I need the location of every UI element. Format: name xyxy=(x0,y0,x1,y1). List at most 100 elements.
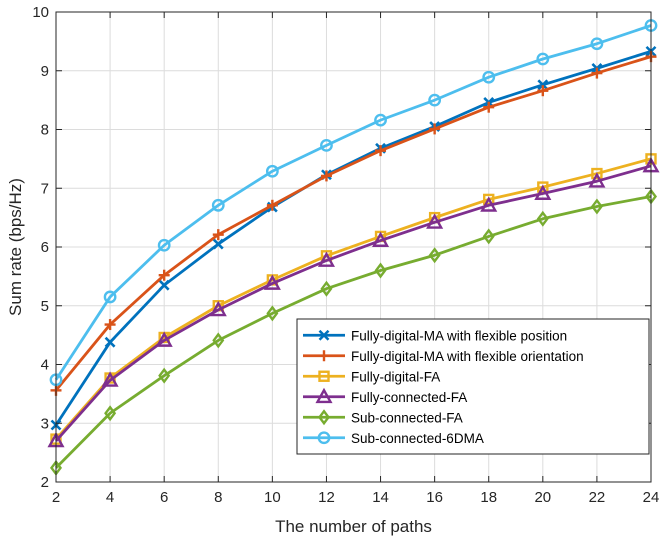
legend-item: Fully-digital-MA with flexible orientati… xyxy=(303,349,584,364)
y-tick-label: 9 xyxy=(41,63,49,80)
marker-stroke xyxy=(158,279,170,291)
x-tick-label: 18 xyxy=(480,489,497,506)
legend-box xyxy=(296,318,650,455)
legend-item: Fully-digital-MA with flexible position xyxy=(303,328,567,343)
y-tick-label: 10 xyxy=(32,4,49,21)
data-point xyxy=(104,405,117,422)
legend-label: Fully-digital-MA with flexible position xyxy=(351,328,567,343)
data-point xyxy=(103,290,117,304)
axes xyxy=(55,11,652,483)
data-point xyxy=(372,231,390,247)
data-point xyxy=(155,331,173,347)
x-tick-label: 16 xyxy=(426,489,443,506)
data-point xyxy=(320,138,333,152)
legend-item: Sub-connected-FA xyxy=(303,409,463,426)
data-point xyxy=(374,113,387,127)
legend-item: Sub-connected-6DMA xyxy=(303,431,484,446)
data-point xyxy=(212,229,224,241)
x-axis-label: The number of paths xyxy=(275,517,432,536)
marker-stroke xyxy=(212,238,224,250)
data-point xyxy=(158,269,170,281)
data-point xyxy=(537,85,549,97)
x-tick-label: 20 xyxy=(534,489,551,506)
y-tick-label: 2 xyxy=(41,474,49,491)
data-point xyxy=(263,274,281,290)
data-point xyxy=(375,145,387,157)
marker-stroke xyxy=(537,79,549,91)
data-point xyxy=(428,93,442,107)
legend-label: Fully-connected-FA xyxy=(351,390,467,405)
legend-marker xyxy=(317,431,331,445)
data-point xyxy=(482,228,495,245)
series-line xyxy=(55,195,652,469)
data-point xyxy=(158,279,170,291)
legend-item: Fully-digital-FA xyxy=(303,369,440,384)
y-tick-label: 6 xyxy=(41,239,49,256)
data-point xyxy=(101,371,119,387)
data-point xyxy=(104,336,116,348)
data-point xyxy=(588,172,606,188)
series-line xyxy=(54,164,652,442)
y-tick-label: 4 xyxy=(41,357,49,374)
data-point xyxy=(536,52,550,66)
data-point xyxy=(534,184,552,200)
series-layer xyxy=(47,19,660,476)
series-5 xyxy=(50,188,657,476)
legend-label: Fully-digital-MA with flexible orientati… xyxy=(351,349,584,364)
x-tick-label: 6 xyxy=(160,489,168,506)
marker-stroke xyxy=(318,329,330,341)
y-tick-label: 3 xyxy=(41,415,49,432)
x-tick-label: 14 xyxy=(372,489,389,506)
y-tick-label: 5 xyxy=(41,298,49,315)
data-point xyxy=(211,198,225,212)
data-point xyxy=(157,238,171,252)
series-line xyxy=(54,24,652,381)
data-point xyxy=(480,196,498,212)
legend-marker xyxy=(315,387,333,404)
series-6 xyxy=(49,19,658,387)
data-point xyxy=(428,247,441,264)
data-point xyxy=(212,332,225,349)
data-point xyxy=(209,300,227,317)
legend-marker xyxy=(318,350,330,362)
marker-stroke xyxy=(104,336,116,348)
data-point xyxy=(482,70,496,84)
x-tick-label: 2 xyxy=(52,489,60,506)
y-axis-label: Sum rate (bps/Hz) xyxy=(6,178,25,316)
data-point xyxy=(320,280,333,297)
data-point xyxy=(591,67,603,79)
data-point xyxy=(265,164,279,178)
series-line xyxy=(54,50,652,426)
data-point xyxy=(590,37,604,51)
legend-marker xyxy=(318,409,330,426)
data-point xyxy=(537,181,549,193)
data-point xyxy=(266,305,279,322)
series-line xyxy=(54,55,652,392)
data-point xyxy=(104,319,116,331)
data-point xyxy=(212,238,224,250)
data-point xyxy=(429,123,441,135)
data-point xyxy=(374,262,387,279)
data-point xyxy=(483,101,495,113)
data-point xyxy=(536,210,549,227)
legend: Fully-digital-MA with flexible position F… xyxy=(296,318,650,455)
data-point xyxy=(317,251,335,267)
data-point xyxy=(320,170,332,182)
x-tick-label: 4 xyxy=(106,489,114,506)
legend-label: Sub-connected-FA xyxy=(351,410,463,425)
legend-label: Fully-digital-FA xyxy=(351,369,440,384)
x-tick-label: 22 xyxy=(589,489,606,506)
legend-label: Sub-connected-6DMA xyxy=(351,431,484,446)
data-point xyxy=(590,198,603,215)
data-point xyxy=(426,213,444,229)
x-tick-label: 24 xyxy=(643,489,660,506)
series-line xyxy=(54,157,652,441)
legend-marker xyxy=(318,370,330,382)
x-tick-label: 10 xyxy=(264,489,281,506)
y-tick-label: 8 xyxy=(41,122,49,139)
data-point xyxy=(591,167,603,180)
data-point xyxy=(158,367,171,384)
